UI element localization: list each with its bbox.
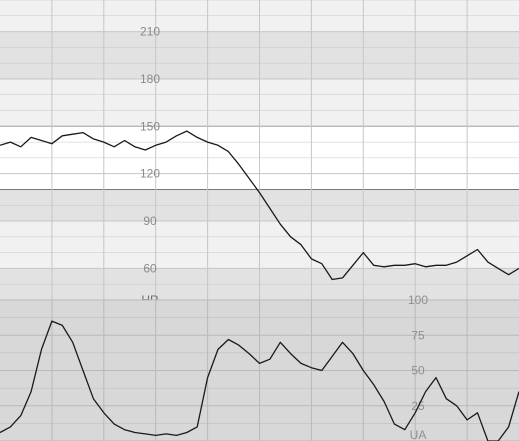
hr-tick-label: 180 <box>140 72 160 86</box>
ua-tick-label: 50 <box>411 364 425 378</box>
ua-tick-label: 75 <box>411 328 425 342</box>
hr-tick-label: 210 <box>140 25 160 39</box>
hr-tick-label: 60 <box>143 261 157 275</box>
hr-tick-label: 120 <box>140 167 160 181</box>
hr-tick-label: 90 <box>143 214 157 228</box>
ua-tick-label: UA <box>410 428 427 441</box>
hr-tick-label: 150 <box>140 119 160 133</box>
ua-tick-label: 100 <box>408 293 428 307</box>
